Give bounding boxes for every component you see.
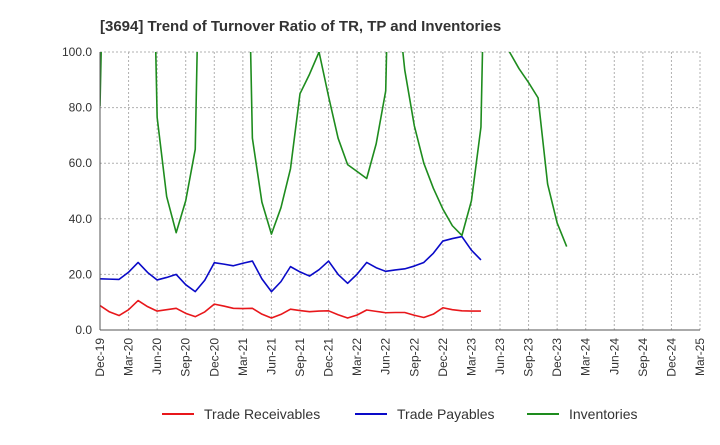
x-tick-label: Mar-24	[579, 338, 593, 376]
x-tick-label: Sep-20	[179, 338, 193, 377]
x-tick-label: Sep-21	[293, 338, 307, 377]
x-tick-label: Mar-20	[122, 338, 136, 376]
x-tick-label: Jun-21	[264, 338, 278, 375]
x-tick-label: Mar-22	[350, 338, 364, 376]
series-layer	[100, 52, 568, 319]
chart-title: [3694] Trend of Turnover Ratio of TR, TP…	[100, 18, 501, 35]
x-tick-label: Mar-25	[693, 338, 707, 376]
y-tick-label: 40.0	[69, 212, 93, 226]
x-tick-label: Sep-24	[636, 338, 650, 377]
series-line-trade-receivables	[100, 299, 481, 319]
x-tick-label: Dec-19	[93, 338, 107, 377]
legend-label: Trade Payables	[397, 406, 495, 422]
x-tick-label: Dec-23	[550, 338, 564, 377]
y-tick-label: 80.0	[69, 101, 93, 115]
axis-layer: 0.0 20.0 40.0 60.0 80.0 100.0 Dec-19 Mar-20 Jun-…	[62, 45, 707, 377]
x-tick-label: Jun-20	[150, 338, 164, 375]
legend: Trade Receivables Trade Payables Inventori…	[162, 406, 637, 422]
y-tick-label: 20.0	[69, 267, 93, 281]
legend-label: Trade Receivables	[204, 406, 320, 422]
x-tick-label: Sep-23	[522, 338, 536, 377]
x-tick-label: Mar-23	[464, 338, 478, 376]
x-tick-label: Dec-24	[664, 338, 678, 377]
x-tick-label: Jun-23	[493, 338, 507, 375]
y-tick-label: 100.0	[62, 45, 92, 59]
x-tick-label: Dec-20	[207, 338, 221, 377]
x-tick-label: Mar-21	[236, 338, 250, 376]
y-tick-label: 0.0	[75, 323, 92, 337]
x-tick-label: Jun-24	[607, 338, 621, 375]
x-tick-label: Sep-22	[407, 338, 421, 377]
legend-label: Inventories	[569, 406, 637, 422]
x-tick-label: Dec-21	[322, 338, 336, 377]
x-tick-label: Jun-22	[379, 338, 393, 375]
series-line-inventories	[100, 52, 568, 247]
x-tick-label: Dec-22	[436, 338, 450, 377]
y-tick-label: 60.0	[69, 156, 93, 170]
series-line-trade-payables	[100, 235, 482, 293]
